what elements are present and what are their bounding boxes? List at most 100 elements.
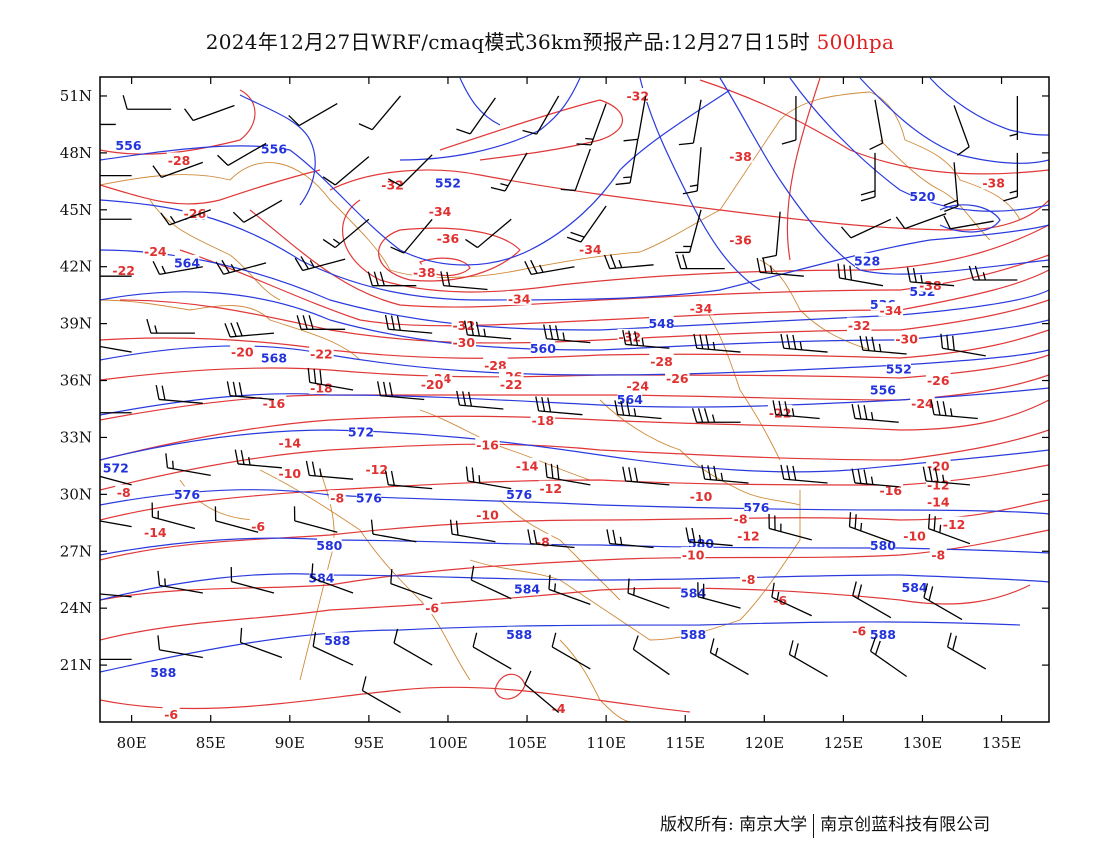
temperature-contour-label-bg	[929, 547, 947, 562]
height-contour-label: 580	[870, 538, 896, 553]
temperature-contour-label-bg	[475, 507, 500, 522]
temperature-contour-label: -6	[251, 519, 265, 534]
temperature-contour-label: -8	[117, 485, 131, 500]
wind-barb	[930, 400, 978, 420]
lon-tick-label: 135E	[982, 734, 1022, 752]
temperature-contour-label: -26	[927, 373, 950, 388]
wind-barb	[548, 574, 591, 605]
temperature-contour-label-bg	[688, 488, 714, 503]
height-contour-label: 556	[115, 138, 141, 153]
footer-separator	[813, 813, 815, 838]
temperature-contour-label-bg	[680, 547, 706, 562]
temperature-contour-label: -10	[279, 466, 302, 481]
wind-barb	[623, 95, 647, 142]
wind-barb	[234, 449, 282, 469]
height-contour-label-bg	[309, 569, 334, 584]
lat-tick-label: 21N	[60, 656, 92, 674]
wind-barb	[848, 512, 892, 543]
wind-barb	[1003, 152, 1019, 202]
height-contour-label: 576	[743, 500, 769, 515]
wind-barb	[859, 335, 907, 355]
wind-barb	[895, 212, 947, 230]
wind-barb	[851, 404, 899, 423]
height-contour-label-bg	[514, 581, 540, 596]
temperature-contour-label-bg	[230, 344, 255, 359]
wind-barb	[393, 628, 433, 666]
wind-barb	[768, 513, 812, 541]
temperature-contour-label-bg	[328, 490, 346, 505]
height-contour-label-bg	[435, 175, 461, 190]
temperature-contour-label: -36	[437, 231, 460, 246]
wind-barb	[100, 658, 132, 661]
wind-barb	[214, 506, 259, 533]
wind-barb	[837, 263, 884, 287]
wind-barb	[367, 271, 417, 287]
wind-barb	[923, 583, 963, 621]
height-contour-label: 588	[870, 627, 896, 642]
temperature-contour-label-bg	[380, 177, 405, 192]
height-contour-label: 564	[174, 255, 200, 270]
temperature-contour-label-bg	[435, 230, 461, 245]
wind-barb	[906, 267, 955, 287]
wind-barb	[307, 367, 354, 391]
temperature-contour-label-bg	[926, 493, 951, 508]
height-contour-label-bg	[174, 254, 200, 269]
wind-barb	[851, 468, 899, 488]
wind-barb	[927, 514, 971, 545]
temperature-contour-label-bg	[894, 330, 919, 345]
height-contour-label: 572	[348, 424, 374, 439]
temperature-contour-label-bg	[277, 435, 303, 450]
wind-barb	[465, 218, 512, 249]
wind-barb-layer	[100, 95, 1019, 714]
temperature-contour-label-bg	[728, 148, 753, 163]
temperature-contour-label: -30	[452, 335, 475, 350]
wind-barb	[968, 265, 1018, 281]
wind-barb	[100, 412, 132, 414]
temperature-contour-label-bg	[111, 262, 136, 277]
wind-barb	[456, 97, 496, 135]
wind-barb	[524, 670, 560, 714]
wind-barb	[100, 520, 132, 528]
height-contour-label-bg	[649, 315, 674, 330]
temperature-contour-label: -38	[729, 149, 752, 164]
wind-barb	[691, 408, 741, 423]
wind-barb	[370, 519, 417, 543]
lon-tick-label: 130E	[903, 734, 943, 752]
wind-barb	[449, 519, 496, 543]
temperature-contour-label-bg	[162, 706, 180, 721]
temperature-contour-label-bg	[926, 457, 951, 472]
height-contour-label-bg	[680, 585, 706, 599]
axis-layer: 51N 48N 45N 42N 39N 36N 33N 30N 27N 24N 21N 80E 85E 9…	[60, 77, 1049, 752]
height-contour-label-bg	[617, 391, 643, 406]
wind-barb	[693, 333, 741, 353]
temperature-contour-label: -20	[231, 345, 254, 360]
temperature-contour-label-bg	[918, 277, 943, 292]
temperature-contour-label-bg	[166, 152, 192, 167]
temperature-contour-label: -6	[164, 707, 178, 722]
height-contour-label: 588	[680, 627, 706, 642]
temperature-contour-label: -10	[690, 489, 713, 504]
wind-barb	[697, 582, 741, 609]
lon-tick-label: 120E	[745, 734, 785, 752]
wind-barb	[390, 569, 433, 600]
height-contour-label: 584	[902, 580, 928, 595]
temperature-contour-label-bg	[530, 412, 556, 427]
temperature-contour-label: -28	[168, 153, 191, 168]
temperature-contour-label-bg	[846, 317, 872, 332]
temperature-contour-label-bg	[878, 302, 904, 317]
wind-barb	[524, 259, 575, 275]
height-contour-label-bg	[103, 459, 129, 474]
wind-barb	[632, 635, 670, 676]
wind-barb	[293, 506, 338, 533]
height-contour-label-bg	[744, 499, 769, 514]
temperature-contour-label-bg	[625, 378, 651, 393]
temperature-contour-label-bg	[850, 622, 868, 637]
temperature-contour-label-bg	[143, 524, 168, 539]
temperature-contour-label: -32	[381, 178, 404, 193]
temperature-contour-label: -34	[429, 204, 452, 219]
wind-barb	[860, 152, 876, 202]
copyright-prefix: 版权所有:	[660, 815, 734, 835]
wind-barb	[701, 464, 749, 484]
wind-barb	[606, 529, 654, 549]
wind-barb	[622, 466, 670, 486]
